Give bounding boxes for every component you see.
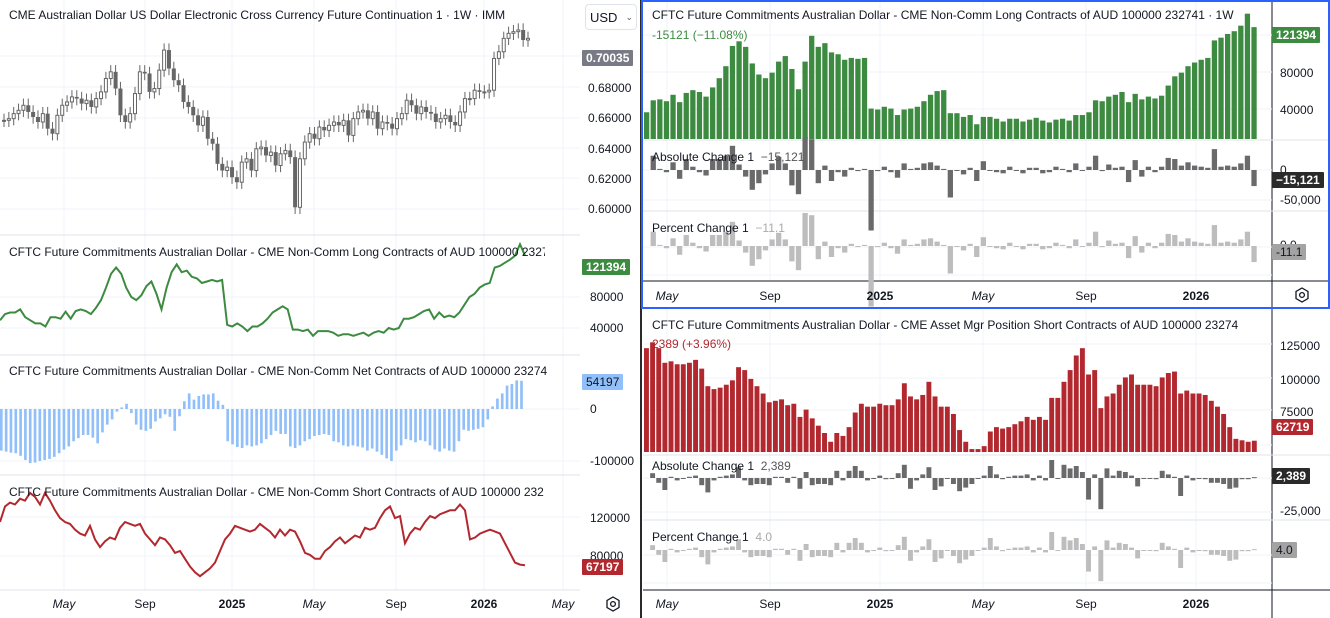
left-x-label: 2026 — [470, 597, 498, 611]
noncomm-short-pane-title: CFTC Future Commitments Australian Dolla… — [9, 485, 544, 499]
noncomm-short-last-tag: 67197 — [582, 559, 624, 575]
noncomm-long-pane-title: CFTC Future Commitments Australian Dolla… — [9, 245, 545, 259]
right-top-x-label: Sep — [1075, 289, 1097, 303]
abs-change-1-value: −15,121 — [760, 150, 805, 164]
abs-change-1-y-tick: -50,000 — [1280, 193, 1321, 207]
left-x-label: May — [551, 597, 575, 611]
right-bottom-x-label: 2026 — [1182, 597, 1210, 611]
right-bottom-change: 2389 (+3.96%) — [652, 337, 732, 351]
price-last-tag: 0.70035 — [582, 50, 634, 66]
right-top-last-tag: 121394 — [1272, 27, 1321, 43]
pct-change-1-value: −11.1 — [755, 221, 785, 235]
pct-change-2-value: 4.0 — [755, 530, 773, 544]
price-y-tick: 0.60000 — [588, 202, 632, 216]
right-bottom-x-label: 2025 — [866, 597, 894, 611]
abs-change-2-label: Absolute Change 1 2,389 — [652, 459, 791, 473]
noncomm-short-y-tick: 120000 — [590, 511, 631, 525]
left-x-label: Sep — [385, 597, 407, 611]
right-bottom-x-label: May — [971, 597, 995, 611]
abs-change-1-y-tick: 0 — [1280, 163, 1287, 177]
right-bottom-x-label: May — [655, 597, 679, 611]
right-top-change: -15121 (−11.08%) — [652, 28, 748, 42]
right-top-y-tick: 40000 — [1280, 103, 1314, 117]
currency-selector[interactable]: USD ⌄ — [585, 4, 637, 30]
pct-change-1-label: Percent Change 1 −11.1 — [652, 221, 785, 235]
noncomm-net-last-tag: 54197 — [582, 374, 624, 390]
right-bottom-y-tick: 100000 — [1280, 373, 1321, 387]
right-bottom-y-tick: 75000 — [1280, 405, 1314, 419]
right-top-x-label: 2026 — [1182, 289, 1210, 303]
price-y-tick: 0.64000 — [588, 142, 632, 156]
right-top-x-label: May — [655, 289, 679, 303]
right-bottom-x-label: Sep — [759, 597, 781, 611]
price-y-tick: 0.68000 — [588, 81, 632, 95]
abs-change-2-value: 2,389 — [760, 459, 791, 473]
left-x-label: Sep — [134, 597, 156, 611]
price-y-tick: 0.62000 — [588, 172, 632, 186]
right-bottom-x-label: Sep — [1075, 597, 1097, 611]
abs-change-2-tag: 2,389 — [1272, 468, 1311, 484]
abs-change-1-label: Absolute Change 1 −15,121 — [652, 150, 805, 164]
pct-change-1-tag: -11.1 — [1272, 244, 1307, 260]
noncomm-net-pane-title: CFTC Future Commitments Australian Dolla… — [9, 364, 548, 378]
left-x-label: May — [302, 597, 326, 611]
left-x-label: 2025 — [218, 597, 246, 611]
right-settings-icon[interactable] — [1293, 286, 1311, 304]
right-top-x-label: 2025 — [866, 289, 894, 303]
abs-change-1-tag: −15,121 — [1272, 172, 1324, 188]
right-top-x-label: Sep — [759, 289, 781, 303]
noncomm-net-y-tick: 0 — [590, 402, 597, 416]
left-settings-icon[interactable] — [604, 595, 622, 613]
right-top-y-tick: 80000 — [1280, 66, 1314, 80]
pct-change-2-label: Percent Change 1 4.0 — [652, 530, 773, 544]
noncomm-long-y-tick: 80000 — [590, 290, 624, 304]
noncomm-long-y-tick: 40000 — [590, 321, 624, 335]
right-bottom-y-tick: 125000 — [1280, 339, 1321, 353]
right-bottom-pane-title: CFTC Future Commitments Australian Dolla… — [652, 318, 1239, 332]
right-top-pane-title: CFTC Future Commitments Australian Dolla… — [652, 8, 1234, 22]
pct-change-2-tag: 4.0 — [1272, 542, 1297, 558]
currency-label: USD — [590, 9, 618, 25]
noncomm-net-y-tick: -100000 — [590, 454, 635, 468]
right-top-x-label: May — [971, 289, 995, 303]
price-pane-title: CME Australian Dollar US Dollar Electron… — [9, 8, 506, 22]
price-y-tick: 0.66000 — [588, 111, 632, 125]
chevron-down-icon: ⌄ — [625, 11, 633, 22]
left-x-label: May — [52, 597, 76, 611]
noncomm-long-last-tag: 121394 — [582, 259, 631, 275]
abs-change-2-y-tick: -25,000 — [1280, 504, 1321, 518]
right-bottom-last-tag: 62719 — [1272, 419, 1314, 435]
